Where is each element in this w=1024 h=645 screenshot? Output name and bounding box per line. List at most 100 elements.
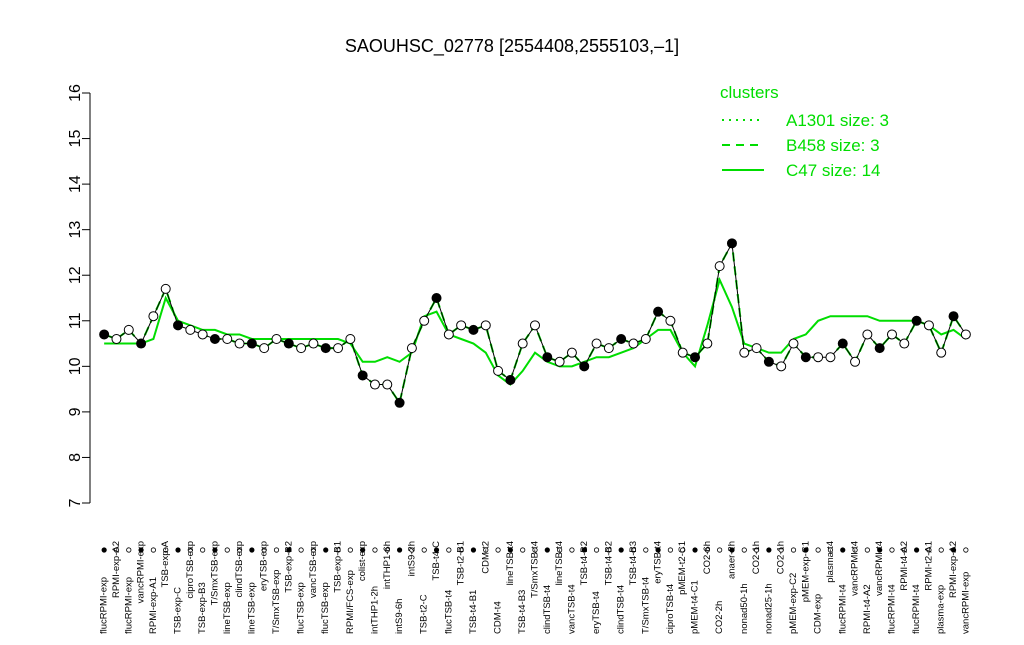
data-point	[702, 338, 713, 349]
rug-dot	[532, 547, 538, 553]
rug-dot	[963, 547, 969, 553]
rug-dot	[704, 547, 710, 553]
rug-dot	[815, 547, 821, 553]
rug-dot	[840, 547, 846, 553]
x-tick-label: CO2-1h	[776, 541, 787, 574]
rug-dot	[101, 547, 107, 553]
y-tick-label: 10	[67, 357, 84, 375]
data-point	[480, 320, 491, 331]
data-point	[739, 347, 750, 358]
data-point	[948, 311, 959, 322]
x-tick-label: TSB-t2-C	[419, 594, 430, 634]
x-tick-label: flucTSB-t4	[443, 590, 454, 634]
data-point	[246, 338, 257, 349]
x-tick-label: plasma-exp	[936, 585, 947, 634]
legend-label: B458 size: 3	[786, 136, 880, 155]
x-tick-label: clindTSB-t4	[616, 585, 627, 634]
x-tick-label: CO2-6h	[702, 541, 713, 574]
data-point	[357, 370, 368, 381]
x-tick-label: flucRPMI-t4	[837, 584, 848, 634]
rug-dot	[409, 547, 415, 553]
data-point	[283, 338, 294, 349]
x-tick-label: flucRPMI-exp	[123, 577, 134, 634]
rug-dot	[852, 547, 858, 553]
data-point	[505, 375, 516, 385]
y-tick-label: 13	[67, 221, 84, 239]
x-tick-label: CDM-t4	[493, 601, 504, 634]
y-tick-label: 15	[67, 130, 84, 148]
x-tick-label: intS9-6h	[394, 599, 405, 634]
rug-dot	[717, 547, 723, 553]
rug-dot	[803, 547, 809, 553]
rug-dot	[458, 547, 464, 553]
x-tick-label: TSB-exp-B2	[283, 541, 294, 593]
x-tick-label: vancRPMI-exp	[136, 541, 147, 603]
data-point	[911, 315, 922, 326]
x-tick-label: pMEM-exp-C2	[788, 573, 799, 634]
x-tick-label: vancTSB-exp	[308, 541, 319, 598]
rug-dot	[175, 547, 181, 553]
x-tick-label: ciproTSB-t4	[665, 584, 676, 634]
data-point	[591, 338, 602, 349]
x-tick-label: flucRPMI-t4	[911, 584, 922, 634]
rug-dot	[163, 547, 169, 553]
data-point	[825, 352, 836, 363]
y-tick-label: 12	[67, 266, 84, 284]
x-tick-label: ciproTSB-exp	[185, 541, 196, 599]
data-point	[788, 338, 799, 349]
x-tick-label: eryTSB-exp	[259, 541, 270, 591]
rug-dot	[138, 547, 144, 553]
x-tick-label: T/SmxTSB-exp	[271, 570, 282, 634]
x-tick-label: eryTSB-t4	[653, 541, 664, 584]
x-tick-label: pMEM-t4-C1	[690, 580, 701, 634]
data-point	[160, 283, 171, 294]
data-point	[837, 338, 848, 349]
data-point	[111, 334, 122, 344]
data-point	[468, 324, 479, 335]
rug-dot	[483, 547, 489, 553]
data-point	[603, 343, 614, 354]
rug-dot	[877, 547, 883, 553]
x-tick-label: clindTSB-t4	[542, 585, 553, 634]
rug-dot	[864, 547, 870, 553]
x-tick-label: anaer-2h	[726, 541, 737, 579]
data-point	[185, 324, 196, 335]
data-point	[665, 315, 676, 326]
legend-label: C47 size: 14	[786, 161, 881, 180]
rug-dot	[790, 547, 797, 553]
rug-dot	[470, 547, 477, 553]
x-tick-label: T/SmxTSB-t4	[640, 577, 651, 634]
y-tick-label: 11	[67, 312, 84, 329]
rug-dot	[507, 547, 513, 553]
data-point	[123, 324, 134, 335]
data-point	[456, 320, 467, 331]
rug-dot	[187, 547, 193, 553]
x-tick-label: TSB-exp-A	[160, 540, 171, 587]
rug-dot	[323, 547, 329, 553]
x-tick-label: flucTSB-exp	[320, 582, 331, 634]
data-point	[493, 365, 504, 376]
rug-dot	[593, 547, 600, 553]
rug-dot	[224, 547, 230, 553]
rug-dot	[261, 547, 267, 553]
x-tick-label: TSB-t2-B1	[456, 541, 467, 585]
x-tick-label: flucRPMI-exp	[99, 577, 110, 634]
x-tick-label: pMEM-exp-C1	[800, 541, 811, 602]
x-tick-label: colist-exp	[357, 541, 368, 581]
x-tick-label: RPMI-exp-A1	[148, 577, 159, 634]
data-point	[394, 397, 405, 408]
rug-dot	[433, 547, 440, 553]
rug-dot	[729, 547, 735, 553]
data-point	[136, 338, 147, 349]
data-point	[431, 293, 442, 303]
rug-dot	[569, 547, 575, 553]
data-point	[148, 311, 159, 322]
data-point	[419, 315, 430, 326]
rug-dot	[446, 547, 452, 553]
data-point	[763, 356, 774, 367]
rug-dot	[360, 547, 366, 553]
x-tick-label: intTHP1-6h	[382, 541, 393, 589]
rug-dot	[372, 547, 378, 553]
rug-dot	[520, 547, 526, 553]
rug-dot	[692, 547, 698, 553]
